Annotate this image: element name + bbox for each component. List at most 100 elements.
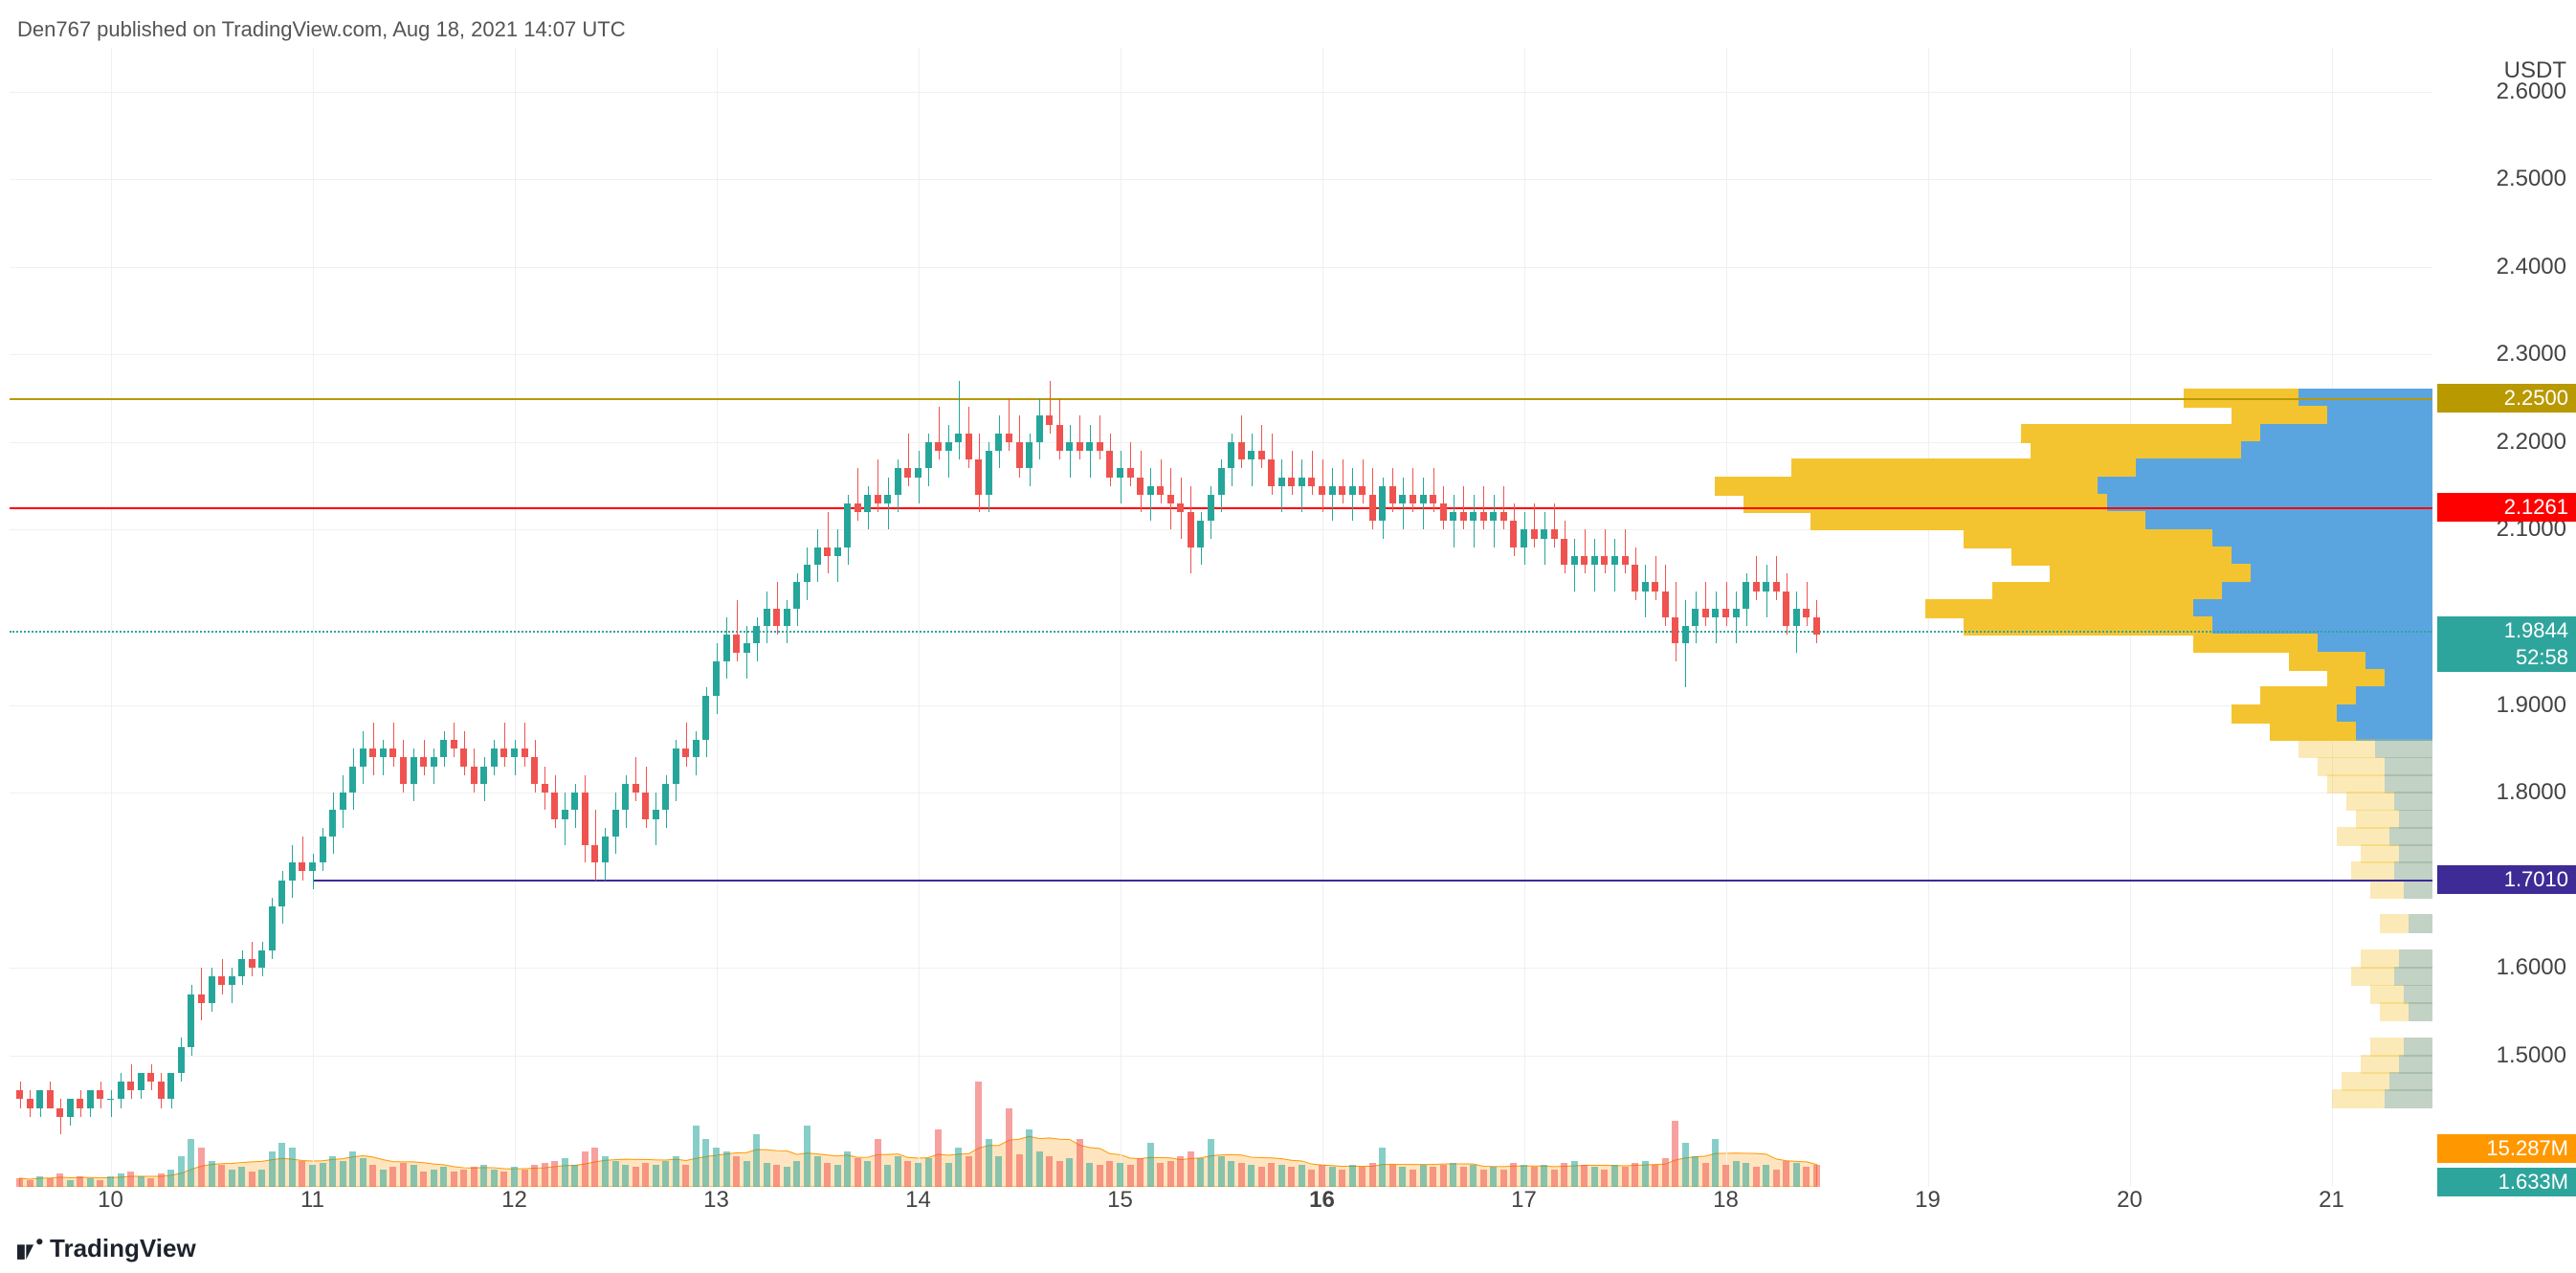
candle-body: [1430, 495, 1436, 503]
chart-area[interactable]: [10, 48, 2432, 1187]
price-axis[interactable]: USDT 2.60002.50002.40002.30002.20002.100…: [2432, 48, 2576, 1187]
candle-body: [1167, 495, 1174, 503]
gridline-h: [10, 705, 2432, 706]
candle-body: [118, 1082, 124, 1099]
candle-body: [1379, 486, 1386, 522]
candle-body: [1440, 503, 1447, 521]
candle-body: [1531, 529, 1538, 538]
volume-bar: [622, 1165, 629, 1187]
time-tick: 16: [1309, 1187, 1335, 1214]
gridline-h: [10, 267, 2432, 268]
candle-body: [1763, 582, 1769, 591]
volume-bar: [47, 1178, 54, 1187]
volume-profile-bar: [2337, 704, 2432, 724]
candle-body: [744, 643, 750, 652]
candle-wick: [1150, 468, 1151, 521]
volume-bar: [56, 1173, 63, 1187]
candle-body: [1308, 478, 1315, 486]
volume-bar: [875, 1139, 881, 1187]
candle-body: [16, 1090, 23, 1099]
candle-wick: [1776, 556, 1777, 600]
candle-wick: [111, 1090, 112, 1116]
candle-body: [622, 784, 629, 810]
gridline-h: [10, 1056, 2432, 1057]
volume-bar: [945, 1163, 952, 1187]
candle-body: [1339, 486, 1345, 495]
candle-wick: [1301, 459, 1302, 512]
horizontal-line[interactable]: [10, 398, 2432, 400]
volume-bar: [1208, 1139, 1214, 1187]
gridline-v: [515, 48, 516, 1187]
volume-profile-bar: [2260, 424, 2432, 443]
candle-wick: [1009, 398, 1010, 451]
volume-bar: [864, 1161, 871, 1188]
volume-bar: [1722, 1165, 1729, 1187]
volume-profile-bar: [2409, 914, 2432, 933]
volume-bar: [1561, 1163, 1567, 1187]
volume-bar: [451, 1172, 457, 1187]
candle-body: [844, 503, 851, 547]
candle-wick: [1685, 600, 1686, 688]
time-axis[interactable]: 101112131415161718192021: [10, 1187, 2432, 1220]
volume-bar: [1622, 1167, 1629, 1187]
horizontal-line[interactable]: [313, 880, 2433, 882]
candle-wick: [1079, 415, 1080, 459]
candle-body: [1319, 486, 1325, 495]
candle-body: [1147, 486, 1154, 495]
candle-body: [702, 696, 709, 740]
candle-body: [1773, 582, 1780, 591]
candle-body: [884, 495, 891, 503]
volume-profile-bar: [2385, 774, 2432, 793]
candle-body: [440, 740, 447, 757]
candle-body: [824, 547, 831, 556]
candle-wick: [383, 740, 384, 775]
volume-bar: [793, 1161, 800, 1188]
candle-wick: [857, 468, 858, 521]
candle-body: [1743, 582, 1749, 608]
candle-body: [551, 793, 558, 818]
volume-bar: [1672, 1121, 1678, 1187]
candle-wick: [1625, 529, 1626, 573]
candle-body: [1591, 556, 1598, 565]
volume-bar: [1268, 1163, 1275, 1187]
volume-bar: [1743, 1163, 1749, 1187]
candle-body: [47, 1090, 54, 1107]
candle-wick: [1292, 451, 1293, 495]
volume-bar: [1803, 1167, 1810, 1187]
candle-wick: [1252, 434, 1253, 486]
candle-body: [1218, 468, 1225, 494]
candle-body: [1399, 495, 1406, 503]
volume-profile-bar: [2404, 1038, 2432, 1057]
volume-bar: [118, 1173, 124, 1187]
volume-bar: [915, 1163, 922, 1187]
candle-body: [793, 582, 800, 608]
candle-body: [107, 1099, 114, 1100]
volume-profile-bar: [2232, 547, 2432, 566]
volume-profile-bar: [2365, 652, 2432, 671]
volume-bar: [1278, 1165, 1285, 1187]
candle-body: [360, 748, 366, 766]
candle-body: [451, 740, 457, 748]
volume-bar: [380, 1170, 387, 1187]
candle-body: [1733, 609, 1740, 617]
volume-bar: [1763, 1165, 1769, 1187]
tradingview-logo-icon: [17, 1236, 44, 1262]
candle-body: [1541, 529, 1547, 538]
candle-wick: [1070, 425, 1071, 478]
volume-bar: [1177, 1156, 1184, 1187]
candle-wick: [1655, 556, 1656, 600]
candle-body: [27, 1099, 33, 1107]
candle-wick: [1544, 512, 1545, 565]
candle-body: [1157, 486, 1164, 495]
volume-profile-bar: [2399, 844, 2432, 863]
candle-wick: [1403, 478, 1404, 530]
volume-bar: [209, 1161, 215, 1188]
candle-body: [1490, 512, 1497, 521]
volume-bar: [1813, 1165, 1820, 1187]
volume-bar: [1106, 1161, 1113, 1188]
candle-body: [1561, 539, 1567, 565]
volume-bar: [27, 1180, 33, 1187]
candle-body: [329, 810, 336, 836]
volume-profile-bar: [2241, 441, 2432, 460]
candle-wick: [1352, 468, 1353, 521]
